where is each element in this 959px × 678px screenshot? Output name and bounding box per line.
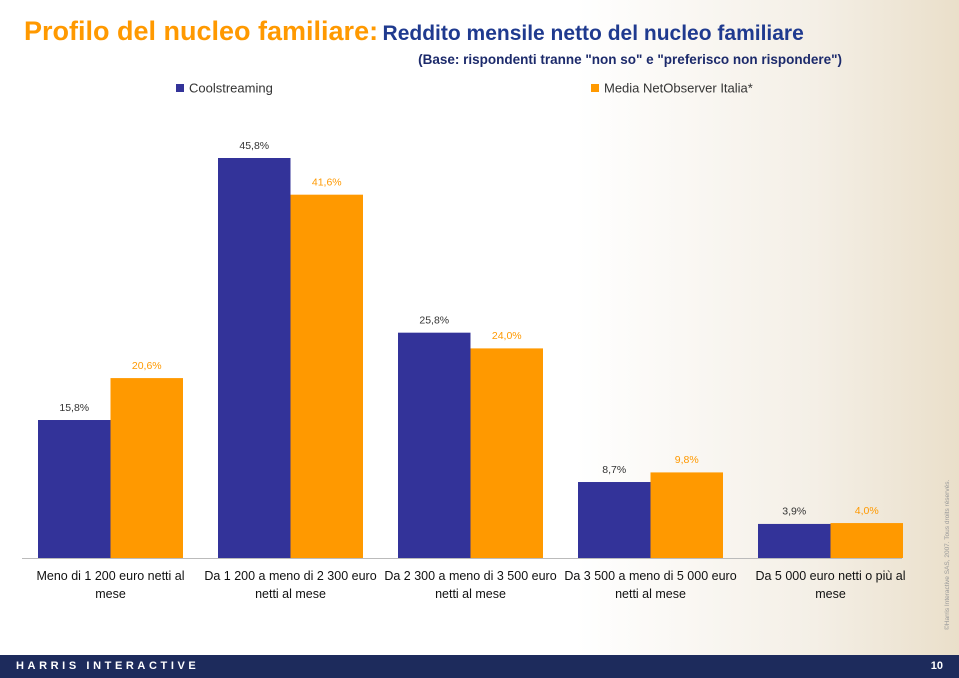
value-label: 25,8% xyxy=(419,314,449,326)
legend-swatch xyxy=(176,84,184,92)
bar xyxy=(650,472,723,558)
value-label: 8,7% xyxy=(602,464,626,476)
chart-title: Profilo del nucleo familiare: xyxy=(24,16,379,46)
footer-bar: HARRIS INTERACTIVE 10 xyxy=(0,655,959,678)
value-label: 9,8% xyxy=(675,454,699,466)
x-tick-label: Da 1 200 a meno di 2 300 euro netti al m… xyxy=(204,569,377,601)
page-number: 10 xyxy=(930,660,943,672)
bar xyxy=(38,420,111,558)
legend-label: Coolstreaming xyxy=(189,80,273,95)
base-note: (Base: rispondenti tranne "non so" e "pr… xyxy=(418,52,842,67)
x-tick-label: Da 3 500 a meno di 5 000 euro netti al m… xyxy=(564,569,737,601)
x-tick-label: Da 5 000 euro netti o più al mese xyxy=(755,569,906,601)
bar xyxy=(758,523,831,558)
bar xyxy=(578,482,651,558)
value-label: 4,0% xyxy=(855,505,879,517)
bar xyxy=(398,332,471,558)
bar xyxy=(290,194,363,559)
bar xyxy=(470,348,543,558)
legend-swatch xyxy=(591,84,599,92)
title-block: Profilo del nucleo familiare: Reddito me… xyxy=(24,16,804,47)
x-tick-label: Da 2 300 a meno di 3 500 euro netti al m… xyxy=(384,569,557,601)
legend-label: Media NetObserver Italia* xyxy=(604,80,753,95)
bar xyxy=(218,158,291,558)
copyright: ©Harris Interactive SAS, 2007. Tous droi… xyxy=(944,479,951,630)
bar xyxy=(830,523,903,558)
bar xyxy=(110,378,183,558)
chart-title-detail: Reddito mensile netto del nucleo familia… xyxy=(382,22,804,45)
brand: HARRIS INTERACTIVE xyxy=(16,660,200,672)
value-label: 3,9% xyxy=(782,506,806,518)
value-label: 24,0% xyxy=(492,330,522,342)
value-label: 15,8% xyxy=(59,402,89,414)
value-label: 41,6% xyxy=(312,176,342,188)
value-label: 45,8% xyxy=(239,140,269,152)
value-label: 20,6% xyxy=(132,360,162,372)
x-tick-label: Meno di 1 200 euro netti al mese xyxy=(36,569,185,601)
